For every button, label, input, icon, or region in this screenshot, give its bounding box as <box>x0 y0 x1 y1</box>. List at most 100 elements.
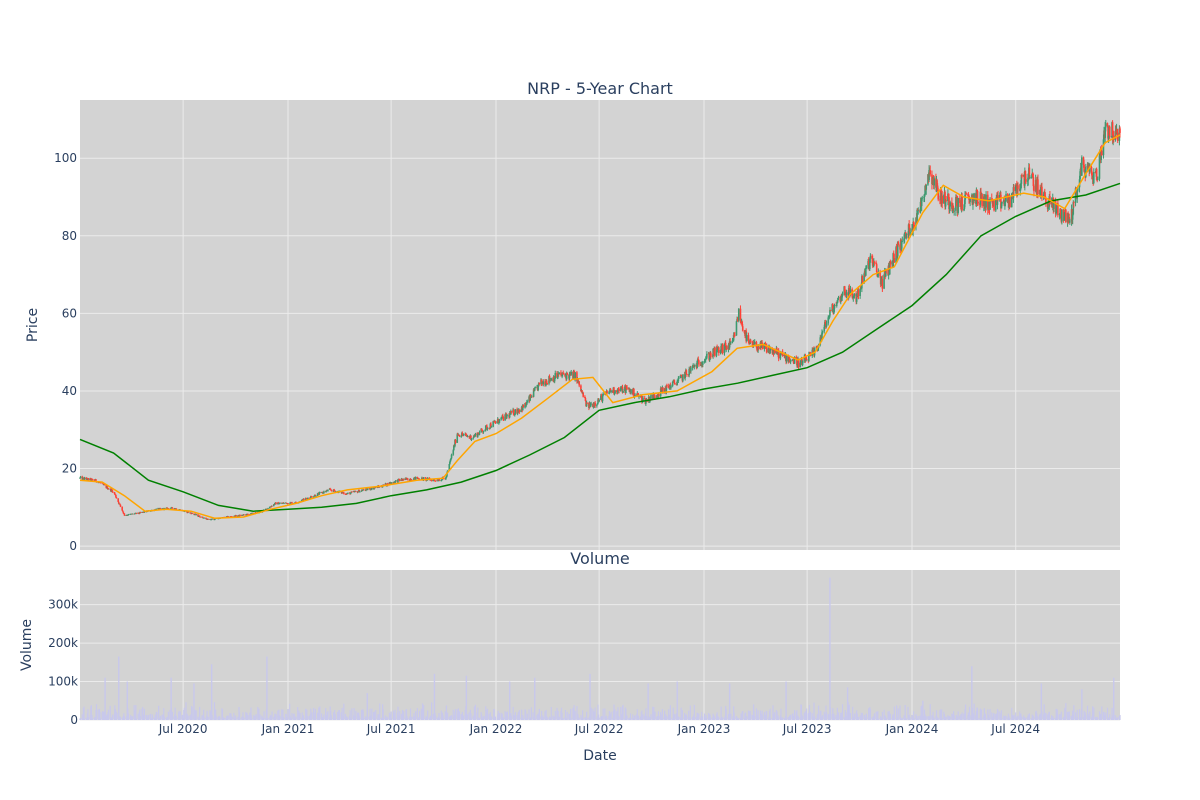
volume-bar-611 <box>566 711 568 720</box>
candle-body-601 <box>558 372 561 375</box>
candle-body-938 <box>828 317 830 319</box>
candle-body-718 <box>652 394 655 399</box>
volume-bar-476 <box>458 711 461 720</box>
candle-body-308 <box>325 490 327 492</box>
volume-bar-626 <box>578 717 580 720</box>
candle-body-1286 <box>1104 123 1107 128</box>
candle-body-622 <box>576 372 578 382</box>
candle-body-663 <box>608 390 611 393</box>
candle-body-396 <box>394 480 397 482</box>
candle-body-513 <box>488 428 491 429</box>
volume-bar-891 <box>790 714 792 720</box>
candle-body-501 <box>478 432 481 435</box>
volume-bar-951 <box>837 712 840 720</box>
volume-bar-175 <box>219 716 221 720</box>
candle-body-992 <box>871 255 873 259</box>
volume-bar-152 <box>201 715 203 720</box>
candle-body-752 <box>679 374 682 378</box>
candle-body-898 <box>796 359 798 366</box>
candle-body-449 <box>437 480 440 482</box>
volume-bar-509 <box>485 710 487 720</box>
candle-body-1007 <box>883 274 885 289</box>
candle-body-300 <box>318 492 321 495</box>
candle-body-840 <box>749 340 751 345</box>
volume-bar-221 <box>255 714 257 720</box>
candle-body-146 <box>195 514 198 516</box>
candle-body-728 <box>660 388 663 392</box>
candle-body-851 <box>757 346 760 349</box>
moving-average-short-line <box>79 134 1121 519</box>
candle-body-517 <box>492 421 494 427</box>
volume-bar-1083 <box>943 714 946 720</box>
candle-body-1101 <box>957 198 959 213</box>
volume-plot-area <box>80 570 1120 720</box>
volume-bar-641 <box>590 707 592 720</box>
volume-bar-10 <box>87 709 89 720</box>
volume-bar-740 <box>669 705 671 720</box>
candle-body-946 <box>833 305 836 309</box>
volume-bar-1128 <box>979 708 981 720</box>
volume-bar-421 <box>415 711 417 720</box>
candle-body-865 <box>769 349 771 354</box>
volume-bar-765 <box>689 705 691 720</box>
candle-body-314 <box>329 489 332 491</box>
candle-body-649 <box>597 399 599 404</box>
candle-body-496 <box>474 433 477 435</box>
volume-bar-1012 <box>887 711 889 720</box>
volume-bar-785 <box>705 714 707 720</box>
candle-body-1006 <box>881 279 884 289</box>
volume-bar-254 <box>282 709 284 720</box>
volume-y-tick-0: 0 <box>70 713 78 727</box>
candle-body-733 <box>664 388 667 391</box>
volume-bar-200 <box>238 712 241 720</box>
volume-bar-121 <box>175 715 177 720</box>
volume-bar-737 <box>668 709 670 720</box>
candle-body-723 <box>656 395 659 397</box>
volume-bar-1069 <box>932 711 934 720</box>
volume-bar-604 <box>561 712 563 720</box>
candle-body-731 <box>662 387 664 392</box>
volume-bar-1236 <box>1065 703 1067 720</box>
volume-bar-321 <box>335 718 337 720</box>
candle-body-1049 <box>916 209 918 223</box>
volume-bar-1215 <box>1048 711 1050 720</box>
volume-bar-451 <box>438 717 441 720</box>
candle-body-578 <box>540 379 543 384</box>
volume-bar-479 <box>461 711 463 720</box>
volume-bar-431 <box>423 704 425 720</box>
candle-body-329 <box>341 492 344 494</box>
volume-bar-746 <box>674 713 676 720</box>
volume-bar-1176 <box>1017 715 1019 720</box>
volume-bar-514 <box>489 712 491 720</box>
volume-bar-914 <box>808 704 811 720</box>
candle-body-934 <box>824 322 827 324</box>
candle-body-555 <box>521 405 524 411</box>
volume-bar-1130 <box>980 709 983 720</box>
candle-body-313 <box>329 488 331 490</box>
volume-bar-1021 <box>893 706 895 720</box>
volume-bar-920 <box>813 702 815 720</box>
candle-body-901 <box>797 359 800 368</box>
candle-body-706 <box>642 398 644 401</box>
candle-body-598 <box>556 376 559 378</box>
volume-bar-491 <box>470 717 473 720</box>
candle-body-955 <box>841 295 843 301</box>
candle-body-552 <box>520 409 522 412</box>
volume-bar-945 <box>833 713 835 720</box>
candle-body-81 <box>143 511 146 513</box>
volume-bar-429 <box>421 703 424 720</box>
volume-bar-455 <box>442 715 444 720</box>
volume-bar-1007 <box>883 709 885 720</box>
candle-body-1095 <box>952 208 955 211</box>
volume-bar-727 <box>660 712 662 720</box>
volume-bar-98 <box>158 705 160 720</box>
volume-bar-289 <box>310 708 312 720</box>
candle-body-990 <box>869 258 871 270</box>
candle-body-1096 <box>953 210 955 212</box>
candle-body-816 <box>729 342 732 344</box>
candle-body-1244 <box>1071 214 1074 220</box>
volume-spike-17 <box>785 681 787 720</box>
candle-body-956 <box>841 293 844 296</box>
candle-body-709 <box>645 400 647 404</box>
candle-body-789 <box>708 357 711 360</box>
